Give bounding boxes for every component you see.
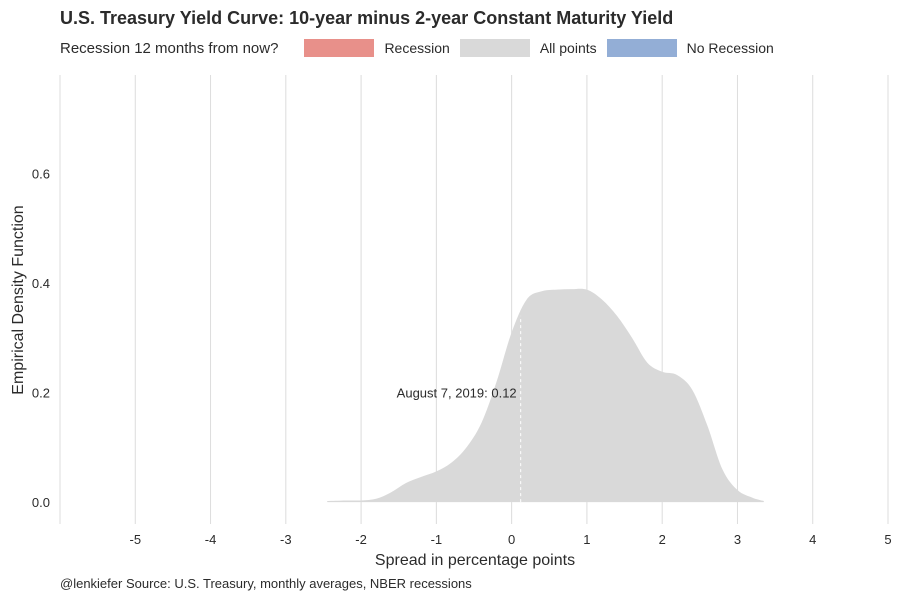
y-tick-label: 0.0 — [32, 495, 50, 510]
caption: @lenkiefer Source: U.S. Treasury, monthl… — [60, 576, 472, 591]
x-tick-label: -3 — [280, 532, 292, 547]
legend-label-no-recession: No Recession — [686, 40, 774, 56]
x-tick-label: -1 — [431, 532, 443, 547]
y-axis-label: Empirical Density Function — [10, 205, 27, 394]
legend-key-no-recession — [606, 39, 677, 57]
legend-key-recession — [304, 39, 375, 57]
legend-item-all-points: All points — [459, 39, 597, 57]
legend-item-no-recession: No Recession — [606, 39, 774, 57]
annotation-layer: August 7, 2019: 0.12 — [397, 315, 522, 503]
legend-label-recession: Recession — [384, 40, 450, 56]
x-axis-label: Spread in percentage points — [375, 552, 575, 569]
legend-title: Recession 12 months from now? — [60, 39, 279, 57]
chart-title: U.S. Treasury Yield Curve: 10-year minus… — [60, 8, 674, 28]
legend-key-all-points — [459, 39, 530, 57]
annotation-label: August 7, 2019: 0.12 — [397, 386, 517, 401]
x-tick-label: 3 — [734, 532, 741, 547]
x-tick-label: -5 — [129, 532, 141, 547]
x-tick-label: 2 — [659, 532, 666, 547]
x-tick-label: 1 — [583, 532, 590, 547]
legend-item-recession: Recession — [304, 39, 450, 57]
density-areas — [327, 288, 764, 503]
x-tick-label: -2 — [355, 532, 367, 547]
legend-label-all-points: All points — [539, 40, 597, 56]
x-tick-label: 5 — [884, 532, 891, 547]
y-tick-label: 0.2 — [32, 386, 50, 401]
x-tick-label: -4 — [205, 532, 217, 547]
legend: Recession 12 months from now? Recession … — [60, 38, 784, 58]
x-tick-label: 0 — [508, 532, 515, 547]
y-axis-ticks: 0.0 0.2 0.4 0.6 — [32, 167, 50, 511]
density-area-all-points — [327, 288, 764, 503]
x-axis-ticks: -5 -4 -3 -2 -1 0 1 2 3 4 5 — [129, 532, 891, 547]
y-tick-label: 0.4 — [32, 276, 50, 291]
y-tick-label: 0.6 — [32, 167, 50, 182]
x-tick-label: 4 — [809, 532, 816, 547]
